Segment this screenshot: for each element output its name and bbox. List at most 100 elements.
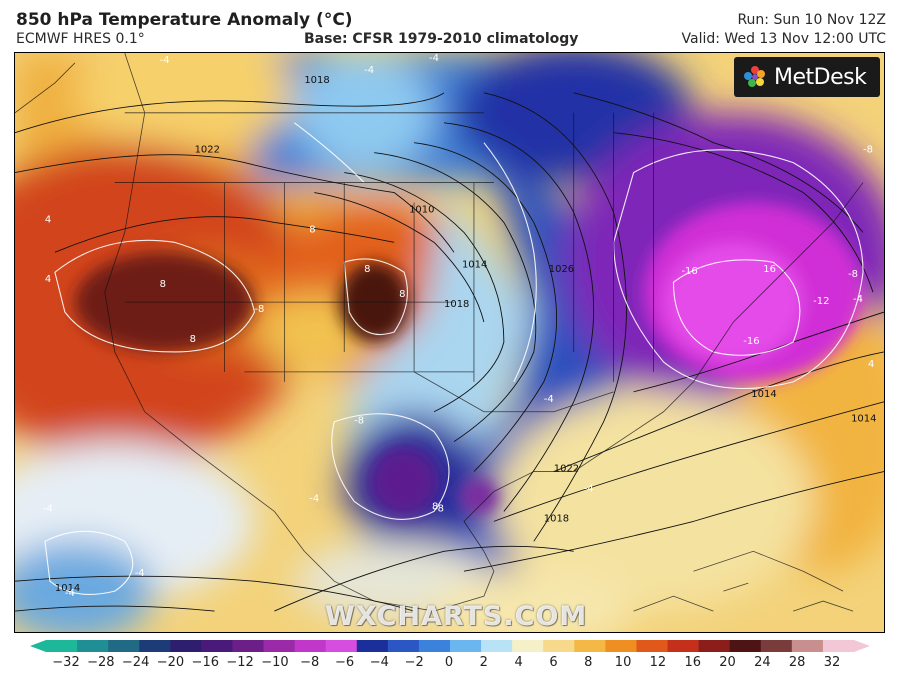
colorbar-swatch: [760, 640, 793, 652]
colorbar-swatch: [729, 640, 762, 652]
colorbar-swatch: [108, 640, 140, 652]
colorbar-tick-label: −8: [300, 655, 320, 670]
anomaly-label: -16: [743, 336, 759, 347]
anomaly-label: -8: [354, 416, 364, 427]
isobar-label: 1018: [444, 299, 469, 310]
colorbar-tick-label: −6: [334, 655, 355, 670]
coastlines-borders: [15, 53, 864, 612]
brand-name: MetDesk: [774, 64, 867, 90]
anomaly-label: -4: [43, 503, 53, 514]
colorbar-tick-label: 16: [684, 655, 701, 670]
anomaly-label: -4: [309, 493, 319, 504]
colorbar-swatch: [698, 640, 731, 652]
colorbar-tick-label: 10: [614, 655, 632, 670]
anomaly-label: -4: [65, 588, 75, 599]
anomaly-map: 1018 1022 1010 1014 1018 1026 1014 1014 1022 1018…: [15, 53, 884, 632]
colorbar-swatch: [636, 640, 669, 652]
isobar-label: 1018: [304, 75, 329, 86]
anomaly-label: 4: [45, 214, 51, 225]
anomaly-labels: -4-4-444 888-888-8-88-4-16 16-16-12-8-4-84…: [43, 53, 874, 599]
colorbar-min-arrow: [30, 640, 46, 652]
colorbar-swatch: [294, 640, 327, 652]
anomaly-label: -12: [813, 296, 829, 307]
anomaly-label: 8: [432, 501, 438, 512]
colorbar-max-arrow: [854, 640, 870, 652]
isobar-labels: 1018 1022 1010 1014 1018 1026 1014 1014 1022 1018…: [55, 75, 877, 594]
colorbar-swatch: [450, 640, 482, 652]
colorbar-tick-label: 12: [649, 655, 667, 670]
anomaly-label: -4: [364, 65, 374, 76]
anomaly-label: -8: [848, 269, 858, 280]
valid-time: Valid: Wed 13 Nov 12:00 UTC: [681, 31, 886, 47]
isobar-label: 1022: [195, 145, 220, 156]
colorbar-swatch: [574, 640, 606, 652]
isobar-label: 1014: [462, 259, 487, 270]
colorbar-tick-label: −16: [191, 655, 219, 670]
colorbar-swatch: [263, 640, 296, 652]
anomaly-label: -8: [254, 304, 264, 315]
colorbar-tick-label: 8: [584, 655, 593, 670]
colorbar-tick-label: −12: [226, 655, 254, 670]
isobars: [15, 92, 884, 612]
anomaly-label: -4: [429, 53, 439, 64]
isobar-label: 1018: [544, 513, 569, 524]
model-name: ECMWF HRES 0.1°: [16, 31, 145, 47]
anomaly-label: -16: [681, 266, 697, 277]
colorbar-tick-label: −2: [404, 655, 424, 670]
colorbar-tick-label: 20: [719, 655, 736, 670]
anomaly-label: -4: [584, 483, 594, 494]
colorbar-swatch: [77, 640, 109, 652]
colorbar-swatch: [170, 640, 202, 652]
isobar-label: 1014: [751, 389, 776, 400]
metdesk-flower-icon: [744, 66, 765, 87]
anomaly-label: -4: [853, 294, 863, 305]
colorbar-tick-label: 2: [479, 655, 488, 670]
colorbar-swatch: [232, 640, 265, 652]
anomaly-label: -8: [434, 503, 444, 514]
isobar-label: 1014: [55, 583, 80, 594]
colorbar-swatch: [667, 640, 700, 652]
colorbar-swatch: [139, 640, 171, 652]
colorbar-swatch: [46, 640, 78, 652]
metdesk-logo: MetDesk: [734, 57, 880, 97]
colorbar-tick-label: 6: [549, 655, 558, 670]
anomaly-label: 8: [399, 289, 405, 300]
anomaly-label: 8: [309, 224, 315, 235]
colorbar-tick-label: 0: [444, 655, 454, 670]
colorbar-tick-label: 4: [514, 655, 523, 670]
anomaly-label: -4: [544, 394, 554, 405]
anomaly-label: 8: [190, 334, 196, 345]
colorbar-swatch: [481, 640, 513, 652]
anomaly-label: 16: [763, 264, 776, 275]
colorbar-tick-label: 24: [754, 655, 771, 670]
colorbar-swatch: [822, 640, 855, 652]
anomaly-label: 8: [160, 279, 166, 290]
isobar-label: 1010: [409, 204, 434, 215]
colorbar: [30, 640, 870, 652]
climatology-base: Base: CFSR 1979-2010 climatology: [304, 31, 579, 47]
colorbar-tick-label: −4: [369, 655, 389, 670]
isobar-label: 1022: [554, 464, 579, 475]
run-time: Run: Sun 10 Nov 12Z: [737, 12, 886, 28]
colorbar-tick-label: −32: [52, 655, 80, 670]
colorbar-swatch: [605, 640, 637, 652]
anomaly-label: -8: [863, 145, 873, 156]
colorbar-swatch: [325, 640, 358, 652]
wxcharts-watermark: WXCHARTS.COM: [325, 601, 588, 632]
anomaly-label: -4: [160, 55, 170, 66]
chart-title: 850 hPa Temperature Anomaly (°C): [16, 10, 353, 30]
anomaly-contours: [44, 122, 864, 596]
anomaly-label: 8: [364, 264, 370, 275]
colorbar-swatch: [356, 640, 389, 652]
colorbar-swatch: [791, 640, 824, 652]
colorbar-ticks: −32 −28 −24 −20 −16 −12 −10 −8 −6 −4 −2 0 2 4 6 8 10 12 16…: [0, 655, 900, 675]
anomaly-label: -4: [135, 568, 145, 579]
colorbar-swatch: [512, 640, 544, 652]
isobar-label: 1026: [549, 264, 574, 275]
colorbar-tick-label: 32: [823, 655, 841, 670]
anomaly-label: 4: [868, 359, 874, 370]
colorbar-tick-label: −24: [121, 655, 150, 670]
colorbar-swatch: [543, 640, 575, 652]
colorbar-swatch: [201, 640, 233, 652]
colorbar-swatch: [418, 640, 451, 652]
